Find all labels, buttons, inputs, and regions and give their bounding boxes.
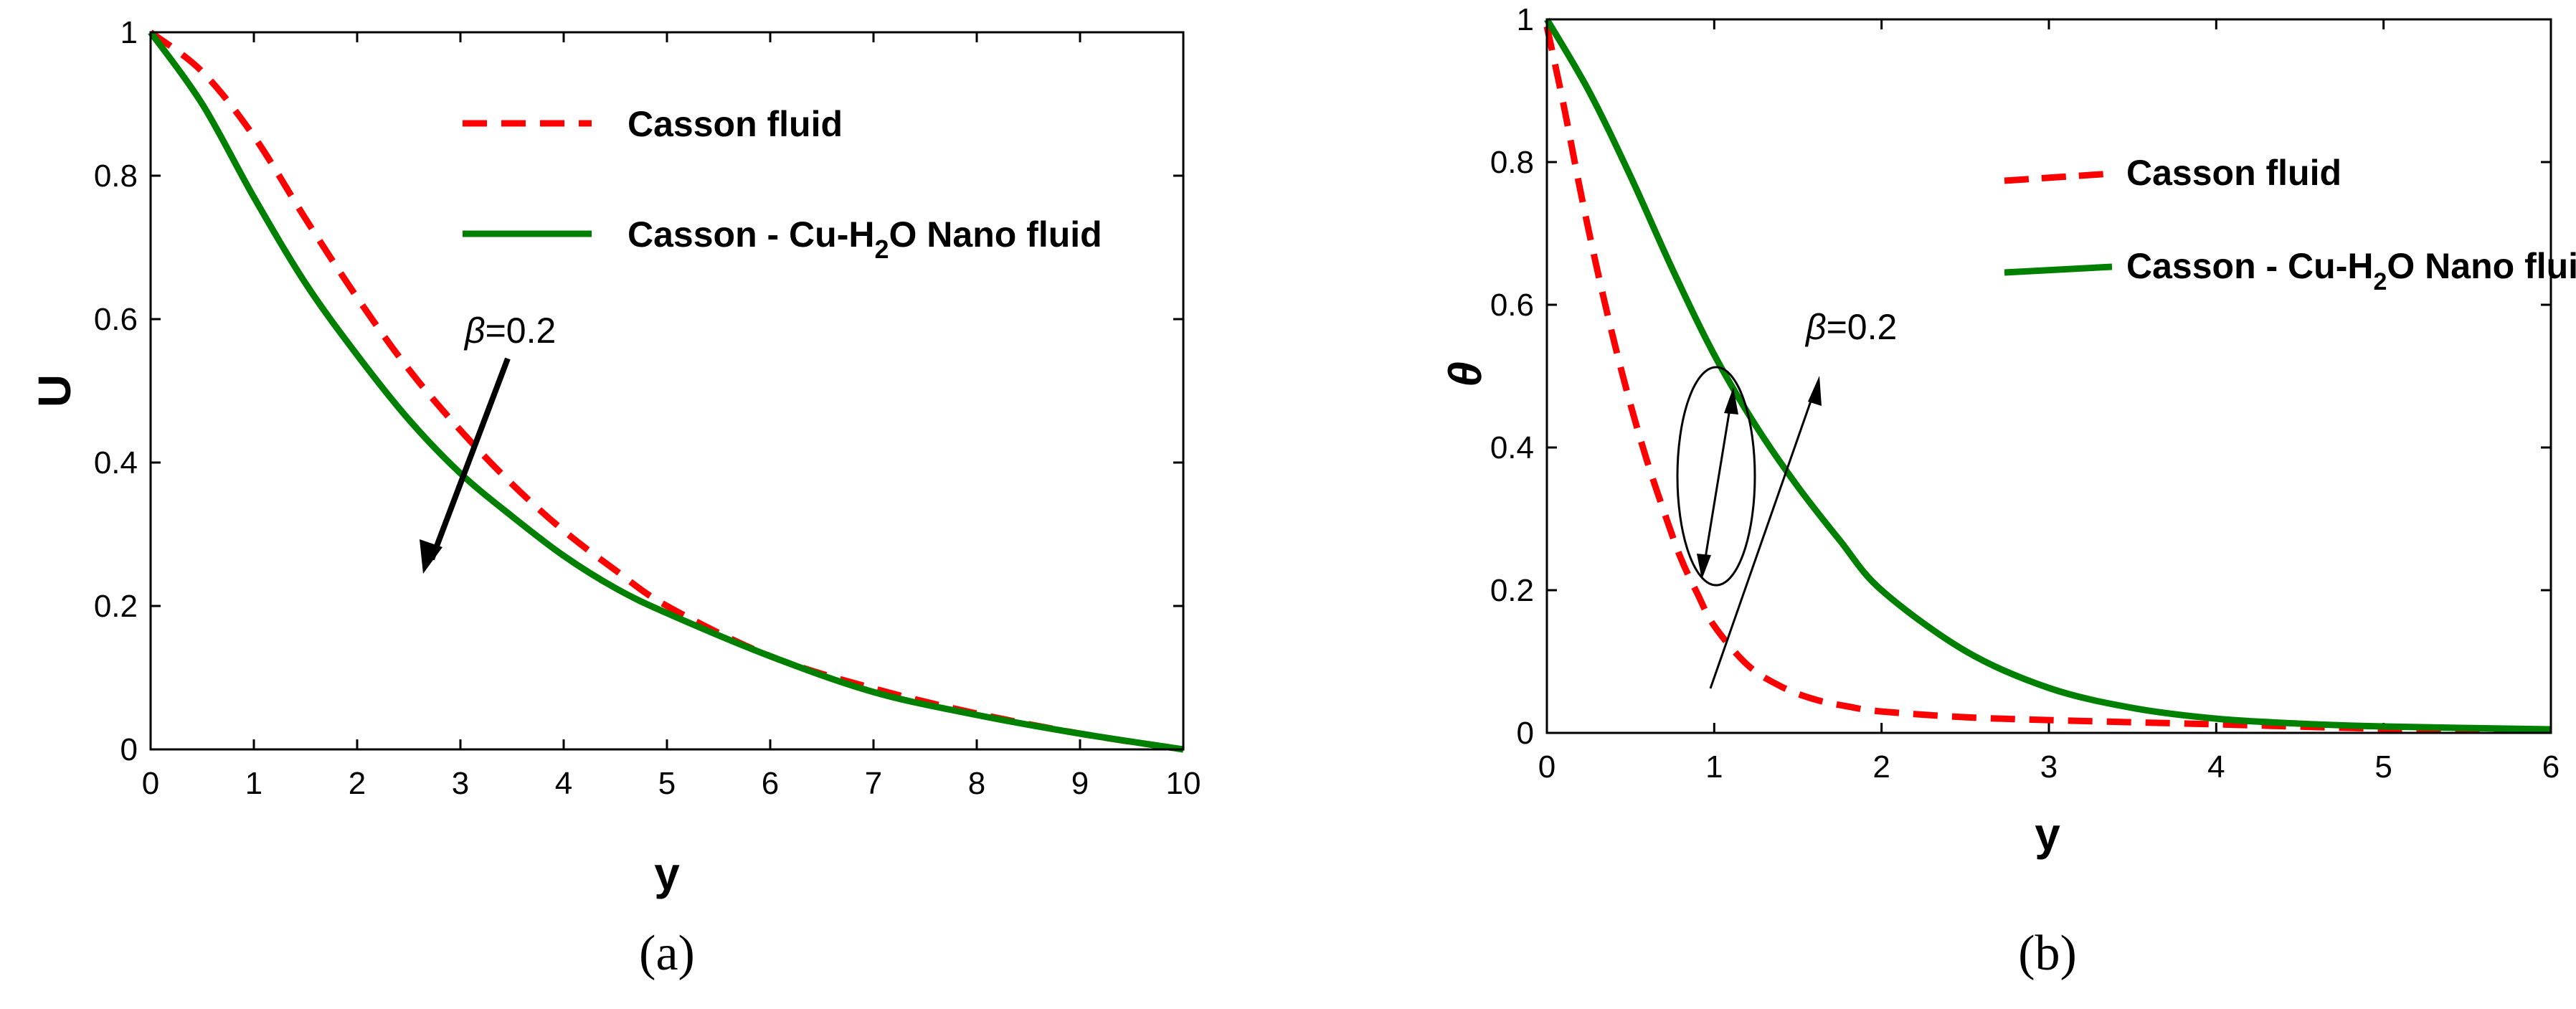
panel-a-xtick-label: 1 bbox=[245, 766, 262, 801]
panel-b-series-line-casson bbox=[1543, 26, 2552, 734]
panel-b-xtick-label: 3 bbox=[2040, 749, 2058, 785]
panel-b-ytick-label: 1 bbox=[1517, 2, 1534, 37]
panel-a-xtick-label: 5 bbox=[658, 766, 676, 801]
panel-a-series bbox=[148, 29, 1184, 753]
panel-b-ellipse bbox=[1676, 366, 1756, 587]
panel-b-legend-swatch-nano bbox=[2004, 263, 2113, 276]
panel-b-beta-label: β=0.2 bbox=[1804, 307, 1897, 347]
panel-a-ytick-label: 0 bbox=[120, 732, 138, 767]
panel-a-xtick-label: 3 bbox=[452, 766, 469, 801]
panel-b-xtick-label: 5 bbox=[2374, 749, 2392, 785]
panel-b-ytick-label: 0.8 bbox=[1490, 145, 1534, 180]
panel-b-double-arrow bbox=[1703, 399, 1733, 567]
panel-a-ytick-label: 1 bbox=[120, 15, 138, 50]
panel-b-legend-swatch-casson bbox=[2004, 170, 2113, 184]
panel-b-xtick-label: 1 bbox=[1705, 749, 1723, 785]
panel-a-frame bbox=[149, 31, 1185, 751]
panel-a-ticks: 0 1 2 3 4 5 6 7 8 9 10 0 0.2 0.4 0.6 0.8 1 bbox=[94, 15, 1201, 801]
panel-a-legend-casson: Casson fluid bbox=[628, 104, 843, 144]
panel-a-legend-nano: Casson - Cu-H2O Nano fluid bbox=[628, 214, 1102, 264]
panel-b-ytick-label: 0 bbox=[1517, 716, 1534, 751]
panel-a-legend: Casson fluid Casson - Cu-H2O Nano fluid bbox=[463, 104, 1102, 264]
panel-b-ytick-label: 0.6 bbox=[1490, 288, 1534, 323]
panel-b-ellipse-annotation bbox=[1676, 366, 1756, 587]
panel-b-xlabel: y bbox=[2035, 808, 2060, 860]
panel-b-caption: (b) bbox=[2018, 926, 2077, 981]
panel-b-legend: Casson fluid Casson - Cu-H2O Nano fluid bbox=[2004, 153, 2576, 295]
panel-b-series-line-nano bbox=[1544, 17, 2552, 733]
panel-b-xtick-label: 4 bbox=[2207, 749, 2225, 785]
panel-b-annotation: β=0.2 bbox=[1709, 307, 1897, 689]
panel-a: 0 1 2 3 4 5 6 7 8 9 10 0 0.2 0.4 0.6 0.8 1 Casson fluid … bbox=[29, 15, 1201, 981]
panel-a-annotation: β=0.2 bbox=[420, 311, 556, 574]
panel-b-double-arrow-head-top bbox=[1724, 387, 1738, 415]
panel-a-ytick-label: 0.8 bbox=[94, 158, 138, 194]
panel-b-ytick-label: 0.4 bbox=[1490, 430, 1534, 465]
panel-b-xtick-label: 2 bbox=[1872, 749, 1890, 785]
panel-b-ticks: 0 1 2 3 4 5 6 0 0.2 0.4 0.6 0.8 1 bbox=[1490, 2, 2560, 785]
panel-a-xlabel: y bbox=[654, 848, 680, 899]
panel-a-ylabel: U bbox=[29, 374, 80, 407]
panel-b-series bbox=[1543, 17, 2552, 734]
panel-b-ylabel: θ bbox=[1439, 361, 1491, 387]
panel-a-series-line-nano bbox=[148, 30, 1184, 753]
panel-b: 0 1 2 3 4 5 6 0 0.2 0.4 0.6 0.8 1 β=0.2 Casson fluid… bbox=[1439, 2, 2576, 981]
panel-b-legend-nano: Casson - Cu-H2O Nano fluid bbox=[2126, 246, 2576, 295]
panel-a-ytick-label: 0.4 bbox=[94, 445, 138, 480]
panel-a-xtick-label: 2 bbox=[349, 766, 366, 801]
panel-a-beta-arrow bbox=[429, 357, 511, 561]
panel-a-caption: (a) bbox=[639, 926, 695, 981]
panel-a-xtick-label: 8 bbox=[968, 766, 985, 801]
panel-a-xtick-label: 0 bbox=[142, 766, 159, 801]
panel-b-ytick-label: 0.2 bbox=[1490, 573, 1534, 608]
panel-a-xtick-label: 4 bbox=[555, 766, 572, 801]
panel-b-double-arrow-head-bottom bbox=[1697, 554, 1711, 579]
panel-a-xtick-label: 9 bbox=[1071, 766, 1089, 801]
panel-b-frame bbox=[1545, 18, 2552, 734]
panel-a-xtick-label: 7 bbox=[865, 766, 882, 801]
panel-a-beta-label: β=0.2 bbox=[463, 311, 556, 351]
panel-a-xtick-label: 10 bbox=[1166, 766, 1201, 801]
panel-b-xtick-label: 0 bbox=[1538, 749, 1555, 785]
panel-a-beta-arrowhead bbox=[420, 539, 442, 574]
panel-b-xtick-label: 6 bbox=[2542, 749, 2560, 785]
panel-a-ytick-label: 0.6 bbox=[94, 302, 138, 337]
panel-b-beta-arrow bbox=[1709, 390, 1816, 689]
panel-a-ytick-label: 0.2 bbox=[94, 589, 138, 624]
panel-b-legend-casson: Casson fluid bbox=[2126, 153, 2341, 193]
panel-b-beta-arrowhead bbox=[1808, 376, 1822, 406]
panel-a-xtick-label: 6 bbox=[762, 766, 779, 801]
